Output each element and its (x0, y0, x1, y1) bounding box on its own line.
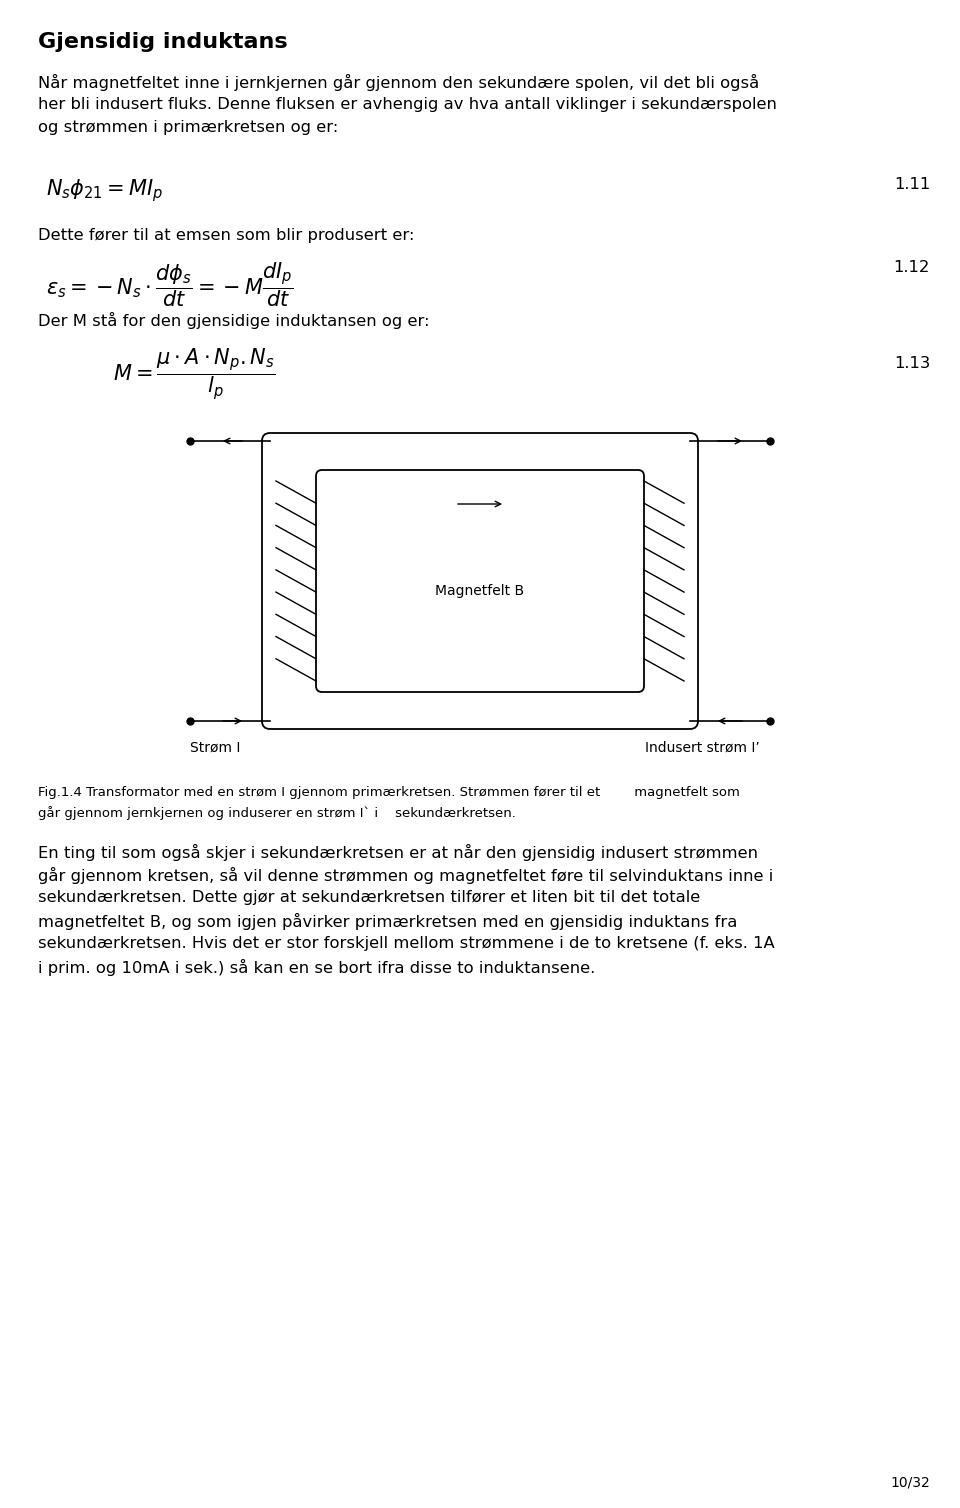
Text: 10/32: 10/32 (890, 1476, 930, 1490)
FancyBboxPatch shape (262, 433, 698, 728)
Text: $M = \dfrac{\mu \cdot A \cdot N_p.N_s}{l_p}$: $M = \dfrac{\mu \cdot A \cdot N_p.N_s}{l… (113, 345, 276, 401)
Text: i prim. og 10mA i sek.) så kan en se bort ifra disse to induktansene.: i prim. og 10mA i sek.) så kan en se bor… (38, 959, 595, 976)
FancyBboxPatch shape (316, 470, 644, 692)
Text: sekundærkretsen. Hvis det er stor forskjell mellom strømmene i de to kretsene (f: sekundærkretsen. Hvis det er stor forskj… (38, 936, 775, 952)
Text: Der M stå for den gjensidige induktansen og er:: Der M stå for den gjensidige induktansen… (38, 312, 429, 329)
Text: magnetfeltet B, og som igjen påvirker primærkretsen med en gjensidig induktans f: magnetfeltet B, og som igjen påvirker pr… (38, 912, 737, 930)
Text: og strømmen i primærkretsen og er:: og strømmen i primærkretsen og er: (38, 121, 338, 136)
Text: går gjennom kretsen, så vil denne strømmen og magnetfeltet føre til selvinduktan: går gjennom kretsen, så vil denne strømm… (38, 867, 773, 884)
Text: En ting til som også skjer i sekundærkretsen er at når den gjensidig indusert st: En ting til som også skjer i sekundærkre… (38, 844, 758, 861)
Text: Strøm I: Strøm I (190, 740, 240, 756)
Text: Magnetfelt B: Magnetfelt B (436, 584, 524, 599)
Text: Når magnetfeltet inne i jernkjernen går gjennom den sekundære spolen, vil det bl: Når magnetfeltet inne i jernkjernen går … (38, 74, 759, 90)
Text: 1.12: 1.12 (894, 259, 930, 274)
Text: Dette fører til at emsen som blir produsert er:: Dette fører til at emsen som blir produs… (38, 228, 415, 243)
Text: her bli indusert fluks. Denne fluksen er avhengig av hva antall viklinger i seku: her bli indusert fluks. Denne fluksen er… (38, 97, 777, 112)
Text: Fig.1.4 Transformator med en strøm I gjennom primærkretsen. Strømmen fører til e: Fig.1.4 Transformator med en strøm I gje… (38, 786, 740, 799)
Text: sekundærkretsen. Dette gjør at sekundærkretsen tilfører et liten bit til det tot: sekundærkretsen. Dette gjør at sekundærk… (38, 890, 700, 905)
Text: Indusert strøm Iʼ: Indusert strøm Iʼ (645, 740, 760, 756)
Text: $N_s\phi_{21} = MI_p$: $N_s\phi_{21} = MI_p$ (46, 176, 163, 204)
Text: 1.11: 1.11 (894, 176, 930, 192)
Text: 1.13: 1.13 (894, 356, 930, 371)
Text: $\varepsilon_s = -N_s \cdot \dfrac{d\phi_s}{dt} = -M\dfrac{dI_p}{dt}$: $\varepsilon_s = -N_s \cdot \dfrac{d\phi… (46, 259, 294, 309)
Text: går gjennom jernkjernen og induserer en strøm I` i    sekundærkretsen.: går gjennom jernkjernen og induserer en … (38, 805, 516, 820)
Text: Gjensidig induktans: Gjensidig induktans (38, 32, 288, 51)
